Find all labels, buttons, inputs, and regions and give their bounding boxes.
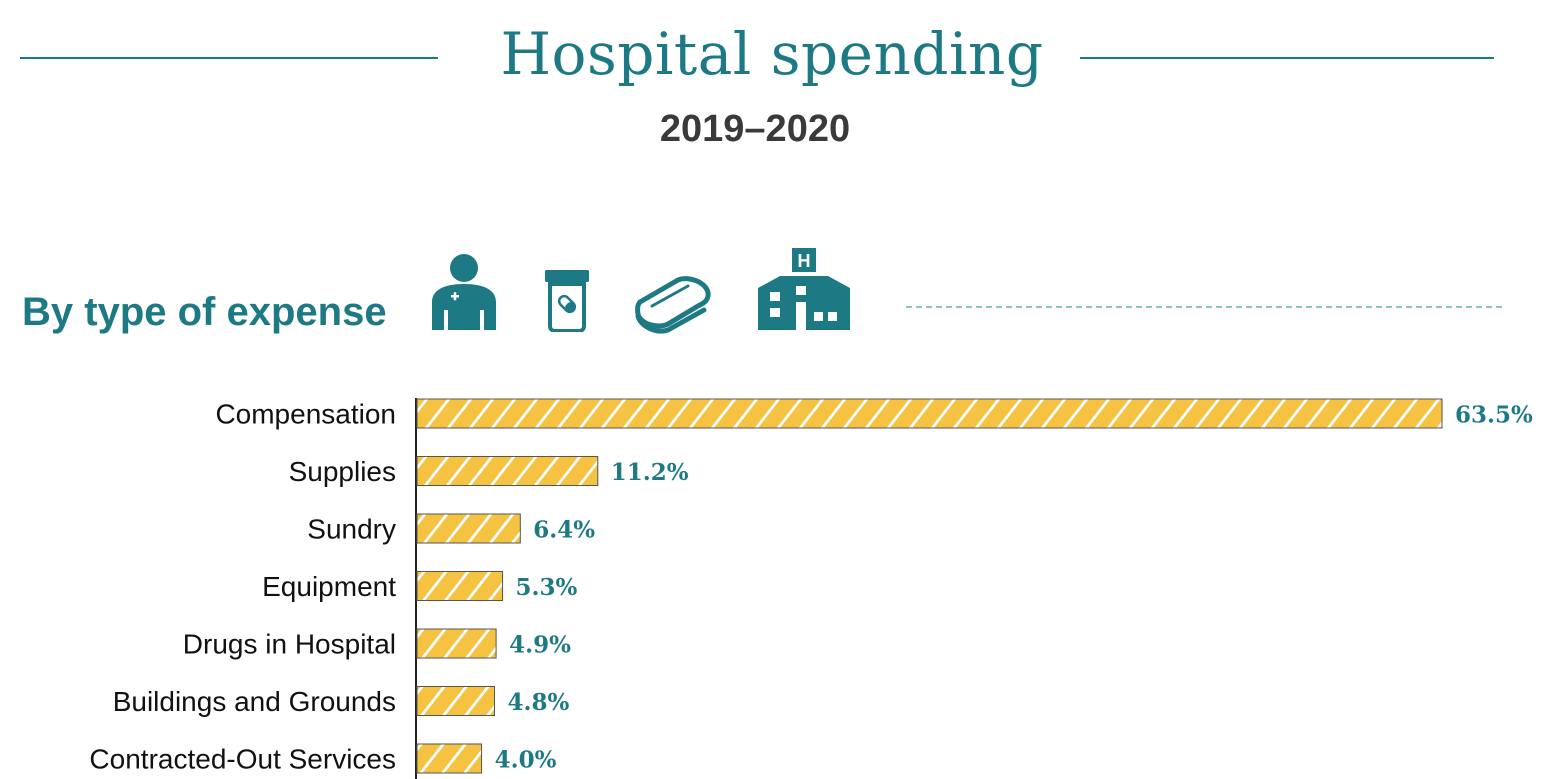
category-label-3: Sundry [307,514,396,545]
pill-bottle-icon [545,270,589,332]
category-label-4: Equipment [262,571,396,602]
expense-bar-chart: Compensation 63.5% Supplies 11.2% Sundry 6.4%… [89,398,1533,779]
linen-icon [635,276,711,334]
svg-text:H: H [798,251,811,271]
bar-4 [416,571,504,601]
section-divider [906,306,1502,308]
category-label-1: Compensation [215,399,396,430]
category-label-6: Buildings and Grounds [113,686,396,717]
title-rule-right [1080,57,1494,59]
page-title: Hospital spending [500,20,1044,88]
category-label-5: Drugs in Hospital [183,629,396,660]
section-heading: By type of expense [22,290,387,334]
bar-6 [416,686,495,716]
title-rule-left [20,57,438,59]
page-subtitle: 2019–2020 [659,108,851,150]
category-label-2: Supplies [289,456,396,487]
bar-1 [416,398,1443,429]
value-label-2: 11.2% [611,459,689,486]
value-label-4: 5.3% [516,574,578,601]
health-worker-icon [432,254,496,330]
value-label-6: 4.8% [507,689,569,716]
bars-layer: Compensation 63.5% Supplies 11.2% Sundry 6.4%… [89,398,1533,775]
value-label-5: 4.9% [509,632,571,659]
bar-7 [416,743,483,774]
bar-3 [416,513,521,544]
hospital-building-icon: H [758,248,850,330]
value-label-7: 4.0% [495,747,557,774]
bar-2 [416,456,599,486]
value-label-1: 63.5% [1455,402,1533,429]
bar-5 [416,628,497,659]
category-label-7: Contracted-Out Services [89,744,396,775]
value-label-3: 6.4% [533,517,595,544]
